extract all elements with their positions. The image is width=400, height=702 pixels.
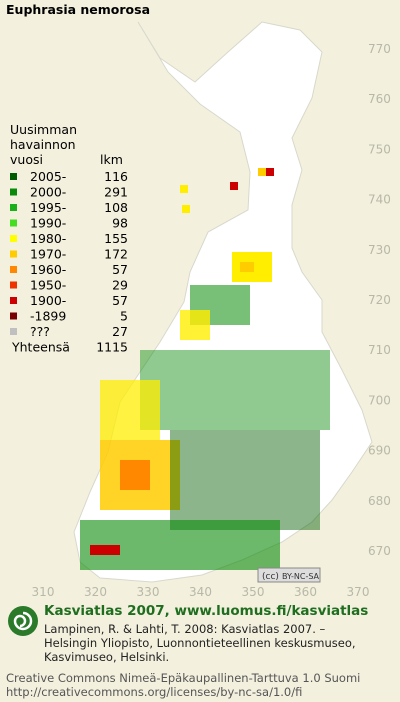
occurrence-square bbox=[182, 205, 190, 213]
legend-total-label: Yhteensä bbox=[11, 340, 70, 355]
legend-swatch bbox=[10, 297, 17, 304]
legend-count: 291 bbox=[104, 185, 128, 200]
legend-total: 1115 bbox=[96, 340, 128, 355]
legend-swatch bbox=[10, 281, 17, 289]
occurrence-cluster bbox=[100, 380, 160, 440]
citation-line: Kasvimuseo, Helsinki. bbox=[44, 650, 170, 664]
legend-swatch bbox=[10, 173, 17, 180]
legend-heading: vuosi bbox=[10, 152, 43, 167]
map: (cc) BY-NC-SA Euphrasia nemorosa 770 760 7… bbox=[6, 2, 391, 599]
northing-label: 730 bbox=[368, 243, 391, 257]
legend-count: 57 bbox=[112, 262, 128, 277]
cc-badge: (cc) BY-NC-SA bbox=[257, 567, 321, 583]
legend-label: 2000- bbox=[30, 185, 66, 200]
easting-label: 310 bbox=[32, 585, 55, 599]
occurrence-cluster bbox=[140, 350, 330, 430]
legend-heading: Uusimman bbox=[10, 122, 77, 137]
legend-count: 172 bbox=[104, 247, 128, 262]
legend-swatch bbox=[10, 312, 17, 320]
northing-label: 760 bbox=[368, 92, 391, 106]
legend-swatch bbox=[10, 188, 17, 196]
legend-label: 1990- bbox=[30, 216, 66, 231]
legend-swatch bbox=[10, 235, 17, 242]
occurrence-cluster bbox=[170, 430, 320, 530]
legend-swatch bbox=[10, 266, 17, 273]
map-title: Euphrasia nemorosa bbox=[6, 2, 150, 17]
badge-box bbox=[257, 567, 321, 583]
occurrence-square bbox=[266, 168, 274, 176]
northing-label: 710 bbox=[368, 343, 391, 357]
legend-heading: havainnon bbox=[10, 137, 76, 152]
legend-swatch bbox=[10, 204, 17, 211]
occurrence-cluster bbox=[180, 310, 210, 340]
occurrence-cluster bbox=[120, 460, 150, 490]
legend-count: 57 bbox=[112, 293, 128, 308]
logo-circle bbox=[8, 606, 38, 636]
easting-label: 340 bbox=[189, 585, 212, 599]
legend-label: 1960- bbox=[30, 262, 66, 277]
badge-cc: (cc) bbox=[262, 572, 279, 582]
legend-swatch bbox=[10, 250, 17, 258]
legend-swatch bbox=[10, 328, 17, 335]
legend-count: 98 bbox=[112, 216, 128, 231]
easting-label: 370 bbox=[347, 585, 370, 599]
legend-count-heading: lkm bbox=[100, 152, 123, 167]
northing-label: 700 bbox=[368, 393, 391, 407]
legend-label: 1900- bbox=[30, 293, 66, 308]
legend-label: 1950- bbox=[30, 278, 66, 293]
legend-count: 155 bbox=[104, 231, 128, 246]
legend-label: 1995- bbox=[30, 200, 66, 215]
license-line: http://creativecommons.org/licenses/by-n… bbox=[6, 685, 303, 699]
northing-label: 750 bbox=[368, 142, 391, 156]
easting-label: 350 bbox=[242, 585, 265, 599]
logo bbox=[8, 606, 38, 636]
legend-label: 1970- bbox=[30, 247, 66, 262]
legend-count: 5 bbox=[120, 309, 128, 324]
logo-spiral bbox=[13, 611, 33, 631]
northing-label: 680 bbox=[368, 494, 391, 508]
legend-label: 1980- bbox=[30, 231, 66, 246]
easting-label: 360 bbox=[294, 585, 317, 599]
citation-line: Lampinen, R. & Lahti, T. 2008: Kasviatla… bbox=[44, 622, 326, 636]
legend-label: ??? bbox=[30, 324, 50, 339]
legend-count: 108 bbox=[104, 200, 128, 215]
northing-label: 770 bbox=[368, 42, 391, 56]
occurrence-cluster bbox=[90, 545, 120, 555]
legend-count: 29 bbox=[112, 278, 128, 293]
badge-text: BY-NC-SA bbox=[282, 572, 320, 581]
easting-label: 330 bbox=[137, 585, 160, 599]
legend-count: 27 bbox=[112, 324, 128, 339]
legend-count: 116 bbox=[104, 169, 128, 184]
occurrence-squares bbox=[80, 168, 330, 570]
northing-label: 670 bbox=[368, 544, 391, 558]
footer-heading: Kasviatlas 2007, www.luomus.fi/kasviatla… bbox=[44, 603, 369, 619]
license-line: Creative Commons Nimeä-Epäkaupallinen-Ta… bbox=[6, 671, 361, 685]
legend-label: -1899 bbox=[30, 309, 66, 324]
occurrence-square bbox=[230, 182, 238, 190]
occurrence-square bbox=[258, 168, 266, 176]
northing-label: 690 bbox=[368, 444, 391, 458]
legend-swatch bbox=[10, 219, 17, 227]
northing-label: 740 bbox=[368, 193, 391, 207]
occurrence-cluster bbox=[240, 262, 254, 272]
northing-label: 720 bbox=[368, 293, 391, 307]
legend-label: 2005- bbox=[30, 169, 66, 184]
citation-line: Helsingin Yliopisto, Luonnontieteellinen… bbox=[44, 636, 356, 650]
easting-label: 320 bbox=[84, 585, 107, 599]
occurrence-square bbox=[180, 185, 188, 193]
